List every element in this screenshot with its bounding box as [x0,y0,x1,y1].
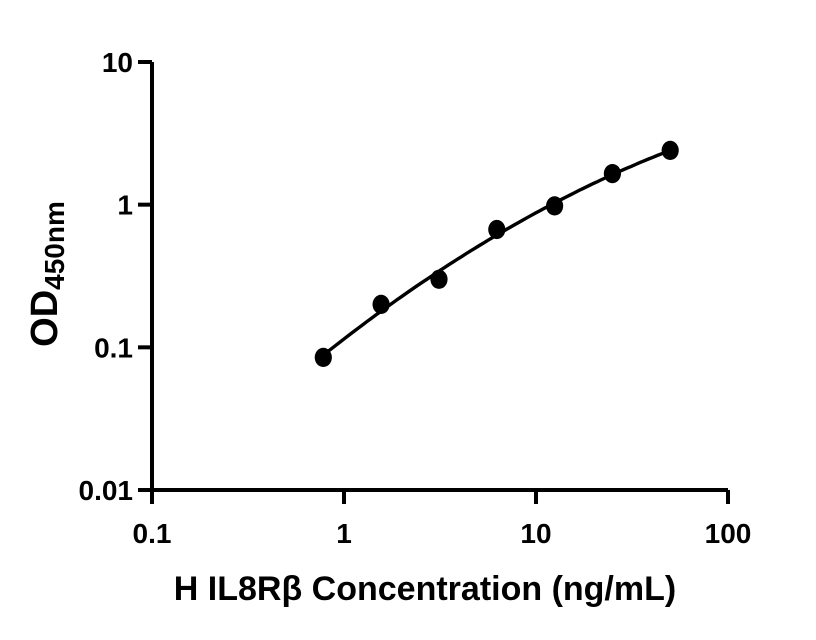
data-point [546,196,564,216]
y-axis-title-main: OD [24,290,66,347]
axes-and-data: 0.01 0.1 1 10 0.1 1 10 100 [79,47,752,549]
data-point [603,164,622,184]
data-point [661,140,679,160]
x-tick-label: 1 [336,518,352,549]
x-axis-title: H IL8Rβ Concentration (ng/mL) [174,570,676,608]
y-tick-label: 10 [102,47,133,78]
data-point [488,219,506,240]
data-point [430,269,448,289]
data-point [372,294,390,314]
x-tick-label: 0.1 [133,518,172,549]
x-tick-label: 10 [520,518,551,549]
fit-curve [321,148,672,357]
data-point [314,347,332,367]
y-tick-label: 1 [117,190,133,221]
x-tick-label: 100 [705,518,752,549]
y-axis-title: OD450nm [24,201,70,347]
y-axis-title-subscript: 450nm [39,201,70,290]
y-tick-label: 0.01 [79,475,134,506]
y-tick-label: 0.1 [94,332,133,363]
